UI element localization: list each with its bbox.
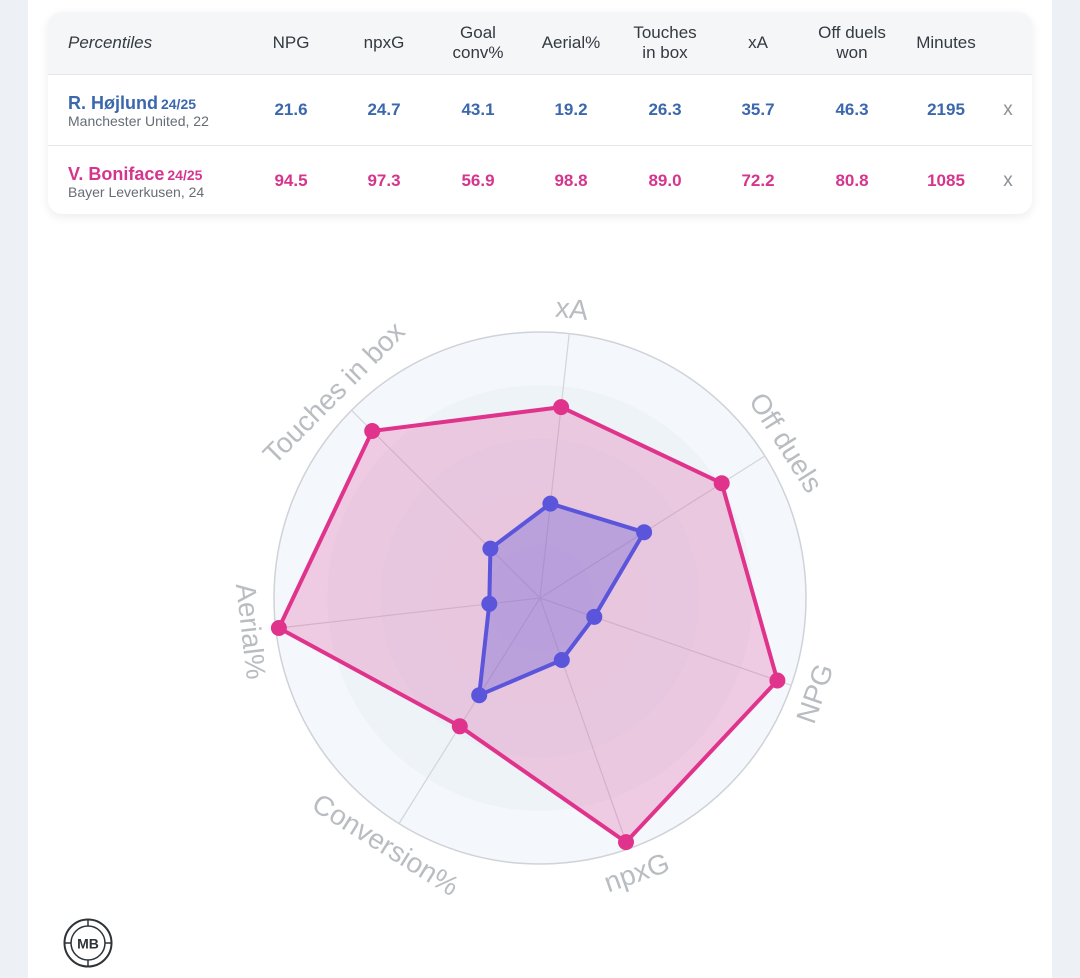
remove-player-button[interactable]: x [1003,99,1013,120]
radar-spoke [539,597,792,686]
value-npxg: 24.7 [367,100,401,119]
radar-series-area [276,405,780,845]
player-season: 24/25 [160,96,197,112]
radar-point [769,672,786,689]
value-npxg: 97.3 [367,171,401,190]
header-xa: xA [748,33,768,52]
radar-point [542,495,559,512]
header-touches-in-box: Touches in box [633,23,697,62]
value-aerial: 19.2 [554,100,588,119]
radar-point [618,834,634,851]
radar-point [553,399,570,416]
player-name-text: V. Boniface [68,164,165,184]
radar-point [586,608,603,625]
radar-point [636,524,653,541]
value-off-duels-won: 46.3 [835,100,869,119]
mb-logo-icon: MB [63,918,113,968]
table-row: R. Højlund 24/25 Manchester United, 22 21… [48,75,1032,146]
player-club: Manchester United, 22 [68,113,209,129]
player-name-text: R. Højlund [68,93,158,113]
radar-axis-label: Aerial% [230,581,272,680]
radar-point [270,620,287,636]
table-header: Percentiles NPG npxG Goal conv% Aerial% … [48,12,1032,75]
value-xa: 72.2 [741,171,775,190]
value-goal-conv: 56.9 [461,171,495,190]
radar-series-area [477,501,647,698]
value-touches-in-box: 26.3 [648,100,682,119]
radar-axis-label: NPG [790,660,839,728]
value-npg: 21.6 [274,100,308,119]
value-minutes: 2195 [927,100,965,119]
player-name[interactable]: R. Højlund 24/25 [68,93,196,114]
radar-point [553,652,570,668]
header-npg: NPG [272,33,310,52]
radar-spoke [539,333,570,599]
header-off-duels-won: Off duels won [818,23,886,62]
header-minutes: Minutes [916,33,976,52]
radar-point [451,718,468,735]
value-xa: 35.7 [741,100,775,119]
value-aerial: 98.8 [554,171,588,190]
value-npg: 94.5 [274,171,308,190]
player-club: Bayer Leverkusen, 24 [68,184,205,200]
value-touches-in-box: 89.0 [648,171,682,190]
player-season: 24/25 [167,167,203,183]
radar-spoke [398,597,541,824]
radar-point [482,540,499,557]
value-off-duels-won: 80.8 [835,171,869,190]
percentile-table: Percentiles NPG npxG Goal conv% Aerial% … [48,12,1032,214]
radar-spoke [351,409,541,599]
radar-point [364,423,381,439]
table-row: V. Boniface 24/25 Bayer Leverkusen, 24 94… [48,146,1032,214]
header-goal-conv: Goal conv% [452,23,504,62]
value-minutes: 1085 [927,171,965,190]
radar-axis-label: xA [554,292,590,326]
radar-point [481,595,498,612]
logo-text: MB [77,936,99,952]
header-percentiles: Percentiles [68,33,153,52]
radar-point [471,687,488,704]
player-name[interactable]: V. Boniface 24/25 [68,164,202,185]
value-goal-conv: 43.1 [461,100,495,119]
remove-player-button[interactable]: x [1003,170,1013,191]
radar-point [713,475,730,492]
header-npxg: npxG [363,33,405,52]
radar-spoke [539,597,629,850]
header-aerial: Aerial% [541,33,601,52]
